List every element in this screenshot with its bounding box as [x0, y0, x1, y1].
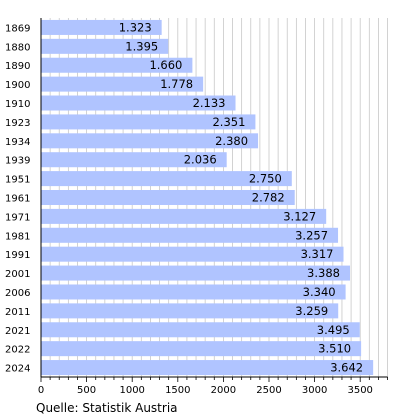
bar	[41, 341, 362, 357]
category-label: 1991	[5, 250, 30, 261]
category-label: 1939	[5, 156, 30, 167]
category-label: 1923	[5, 118, 30, 129]
bar	[41, 322, 360, 338]
value-label: 2.380	[215, 134, 248, 148]
category-label: 1910	[5, 99, 30, 110]
value-label: 2.750	[249, 172, 282, 186]
bar	[41, 190, 295, 205]
bar	[41, 152, 227, 168]
x-tick-label: 500	[77, 385, 96, 396]
bar	[41, 171, 292, 187]
category-label: 2021	[5, 326, 30, 337]
bar	[41, 114, 256, 130]
bar	[41, 133, 259, 149]
category-label: 2006	[5, 288, 30, 299]
category-label: 2011	[5, 307, 30, 318]
bar	[41, 227, 339, 243]
category-label: 2022	[5, 345, 30, 356]
category-label: 1869	[5, 23, 30, 34]
category-label: 1951	[5, 175, 30, 186]
category-labels: 1869 1880 1890 1900 1910 1923 1934 1939 1951 1961…	[5, 23, 30, 374]
x-tick-label: 1500	[165, 385, 190, 396]
x-tick-label: 3500	[347, 385, 372, 396]
x-tick-labels: 0 500 1000 1500 2000 2500 3000 3500	[38, 385, 373, 396]
value-label: 1.323	[119, 20, 152, 34]
bar	[41, 360, 374, 376]
category-label: 1890	[5, 61, 30, 72]
value-label: 2.036	[184, 153, 217, 167]
value-label: 3.388	[307, 266, 340, 280]
value-label: 3.127	[283, 209, 316, 223]
bar	[41, 38, 169, 54]
value-label: 1.660	[149, 58, 182, 72]
bar	[41, 246, 344, 262]
bar	[41, 284, 346, 300]
value-label: 3.317	[301, 247, 334, 261]
category-label: 1880	[5, 42, 30, 53]
value-label: 2.782	[252, 191, 285, 205]
source-note: Quelle: Statistik Austria	[36, 401, 178, 415]
bar	[41, 57, 193, 73]
bar	[41, 265, 350, 281]
bar-chart: 1869 1880 1890 1900 1910 1923 1934 1939 1951 1961…	[5, 18, 388, 396]
category-label: 2024	[5, 364, 30, 375]
x-tick-label: 2000	[211, 385, 236, 396]
bar	[41, 19, 162, 35]
value-label: 3.257	[295, 228, 328, 242]
bar	[41, 208, 327, 224]
value-label: 1.395	[125, 39, 158, 53]
x-tick-label: 3000	[302, 385, 327, 396]
x-tick-label: 1000	[119, 385, 144, 396]
value-label: 2.133	[193, 96, 226, 110]
value-label: 3.495	[317, 323, 350, 337]
value-label: 1.778	[160, 77, 193, 91]
category-label: 1900	[5, 80, 30, 91]
value-label: 3.340	[303, 285, 336, 299]
x-tick-label: 2500	[256, 385, 281, 396]
bar	[41, 303, 339, 319]
value-label: 3.510	[318, 342, 351, 356]
category-label: 2001	[5, 269, 30, 280]
bar	[41, 95, 236, 111]
value-label: 2.351	[212, 115, 245, 129]
category-label: 1981	[5, 231, 30, 242]
value-label: 3.259	[295, 304, 328, 318]
axes	[40, 18, 388, 382]
category-label: 1961	[5, 194, 30, 205]
bars	[41, 19, 374, 376]
x-tick-label: 0	[38, 385, 44, 396]
category-label: 1934	[5, 137, 30, 148]
category-label: 1971	[5, 212, 30, 223]
bar	[41, 76, 204, 92]
value-label: 3.642	[330, 361, 363, 375]
